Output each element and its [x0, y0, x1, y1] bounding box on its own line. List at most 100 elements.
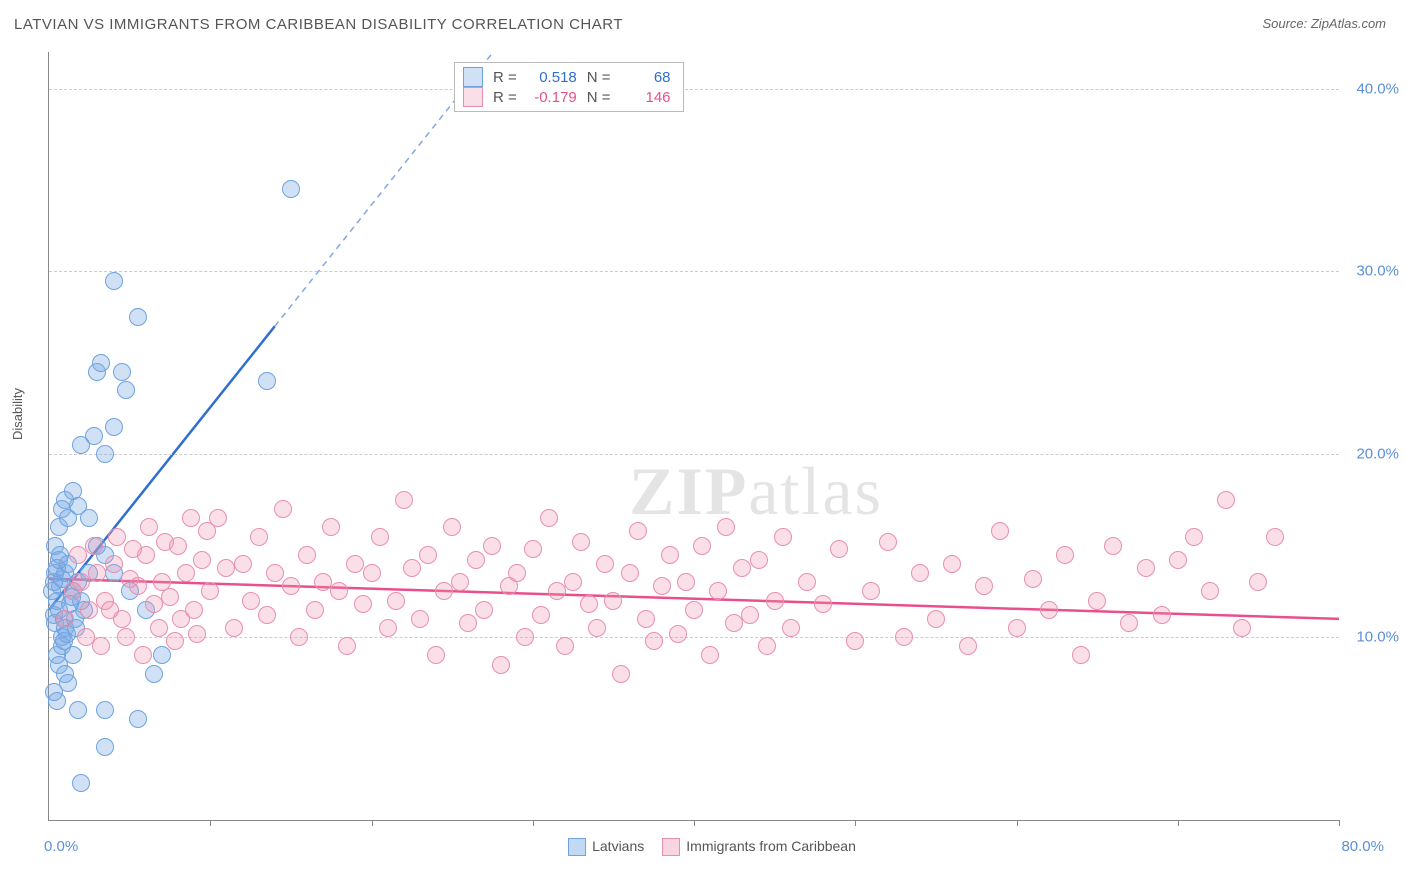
scatter-point [172, 610, 190, 628]
scatter-point [113, 363, 131, 381]
legend-swatch [568, 838, 586, 856]
scatter-point [814, 595, 832, 613]
scatter-point [508, 564, 526, 582]
x-tick [533, 820, 534, 826]
stats-r-label: R = [493, 69, 517, 86]
scatter-point [225, 619, 243, 637]
scatter-point [532, 606, 550, 624]
scatter-point [741, 606, 759, 624]
scatter-point [153, 646, 171, 664]
scatter-point [669, 625, 687, 643]
scatter-point [298, 546, 316, 564]
scatter-point [467, 551, 485, 569]
scatter-point [266, 564, 284, 582]
scatter-point [51, 546, 69, 564]
scatter-point [101, 601, 119, 619]
chart-container: LATVIAN VS IMMIGRANTS FROM CARIBBEAN DIS… [0, 0, 1406, 892]
scatter-point [395, 491, 413, 509]
bottom-legend: LatviansImmigrants from Caribbean [0, 838, 1406, 856]
scatter-point [198, 522, 216, 540]
scatter-point [1266, 528, 1284, 546]
scatter-point [564, 573, 582, 591]
scatter-point [846, 632, 864, 650]
scatter-point [959, 637, 977, 655]
scatter-point [483, 537, 501, 555]
scatter-point [1040, 601, 1058, 619]
scatter-point [166, 632, 184, 650]
scatter-point [96, 738, 114, 756]
stats-n-value: 68 [621, 69, 671, 86]
scatter-point [371, 528, 389, 546]
scatter-point [653, 577, 671, 595]
scatter-point [637, 610, 655, 628]
x-tick [855, 820, 856, 826]
scatter-point [1233, 619, 1251, 637]
scatter-point [596, 555, 614, 573]
scatter-point [427, 646, 445, 664]
scatter-point [274, 500, 292, 518]
source-attribution: Source: ZipAtlas.com [1262, 16, 1386, 31]
scatter-point [242, 592, 260, 610]
stats-legend: R =0.518N =68R =-0.179N =146 [454, 62, 684, 112]
scatter-point [354, 595, 372, 613]
stats-legend-row: R =-0.179N =146 [463, 87, 671, 107]
legend-swatch [463, 67, 483, 87]
scatter-point [612, 665, 630, 683]
y-tick-label: 30.0% [1356, 263, 1399, 280]
scatter-point [322, 518, 340, 536]
x-tick [1178, 820, 1179, 826]
scatter-point [290, 628, 308, 646]
stats-r-label: R = [493, 89, 517, 106]
scatter-point [69, 701, 87, 719]
scatter-point [250, 528, 268, 546]
scatter-point [1169, 551, 1187, 569]
scatter-point [69, 546, 87, 564]
scatter-point [379, 619, 397, 637]
scatter-point [419, 546, 437, 564]
scatter-point [403, 559, 421, 577]
y-axis-label: Disability [10, 388, 25, 440]
scatter-point [588, 619, 606, 637]
scatter-point [709, 582, 727, 600]
scatter-point [782, 619, 800, 637]
chart-title: LATVIAN VS IMMIGRANTS FROM CARIBBEAN DIS… [14, 16, 623, 33]
scatter-point [895, 628, 913, 646]
scatter-point [927, 610, 945, 628]
scatter-point [161, 588, 179, 606]
scatter-point [975, 577, 993, 595]
trend-lines-layer [49, 52, 1339, 820]
scatter-point [72, 774, 90, 792]
stats-n-label: N = [587, 69, 611, 86]
scatter-point [124, 540, 142, 558]
y-tick-label: 10.0% [1356, 629, 1399, 646]
scatter-point [516, 628, 534, 646]
scatter-point [177, 564, 195, 582]
scatter-point [492, 656, 510, 674]
scatter-point [629, 522, 647, 540]
scatter-point [750, 551, 768, 569]
scatter-point [645, 632, 663, 650]
stats-legend-row: R =0.518N =68 [463, 67, 671, 87]
x-tick [1339, 820, 1340, 826]
scatter-point [1072, 646, 1090, 664]
scatter-point [129, 308, 147, 326]
scatter-point [911, 564, 929, 582]
scatter-point [338, 637, 356, 655]
scatter-point [105, 418, 123, 436]
scatter-point [150, 619, 168, 637]
legend-label: Latvians [592, 838, 644, 854]
scatter-point [134, 646, 152, 664]
scatter-point [282, 180, 300, 198]
scatter-point [879, 533, 897, 551]
scatter-point [64, 482, 82, 500]
scatter-point [129, 710, 147, 728]
scatter-point [411, 610, 429, 628]
scatter-point [105, 272, 123, 290]
gridline-h [49, 454, 1339, 455]
scatter-point [193, 551, 211, 569]
scatter-point [540, 509, 558, 527]
scatter-point [459, 614, 477, 632]
scatter-point [145, 665, 163, 683]
scatter-point [306, 601, 324, 619]
x-tick [1017, 820, 1018, 826]
